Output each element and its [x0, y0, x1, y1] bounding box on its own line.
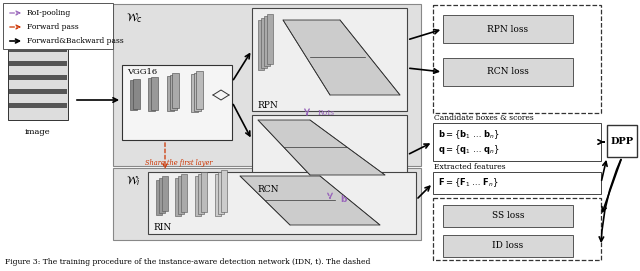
Polygon shape [283, 20, 400, 95]
Bar [148, 78, 155, 111]
Polygon shape [9, 75, 67, 80]
Bar [148, 172, 416, 234]
Bar [433, 172, 601, 194]
Text: SS loss: SS loss [492, 211, 524, 221]
Bar [433, 198, 601, 260]
Text: Candidate boxes & scores: Candidate boxes & scores [434, 114, 534, 122]
Bar [607, 125, 637, 157]
Text: RPN: RPN [257, 101, 278, 109]
Polygon shape [8, 45, 68, 120]
Text: Figure 3: The training procedure of the instance-aware detection network (IDN, t: Figure 3: The training procedure of the … [5, 258, 371, 266]
Bar [443, 15, 573, 43]
Bar [113, 4, 421, 166]
Text: RCN: RCN [257, 185, 278, 193]
Bar [113, 168, 421, 240]
Text: Forward pass: Forward pass [27, 23, 79, 31]
Bar [191, 74, 198, 112]
Bar [443, 235, 573, 257]
Bar [150, 76, 157, 109]
Text: RIN: RIN [153, 222, 172, 231]
Bar [167, 76, 174, 111]
Bar [132, 79, 140, 108]
Bar [201, 172, 207, 212]
Text: $\mathcal{W}_i$: $\mathcal{W}_i$ [126, 174, 141, 188]
Bar [252, 8, 407, 111]
Bar [218, 172, 224, 214]
Text: RoIs: RoIs [318, 109, 335, 117]
Polygon shape [258, 120, 385, 175]
Bar [159, 178, 165, 213]
Text: Share the first layer: Share the first layer [145, 159, 212, 167]
Bar [252, 115, 407, 195]
Bar [215, 174, 221, 216]
Bar [221, 170, 227, 212]
Text: $\mathbf{q} = \{\mathbf{q}_1 \ \ldots \ \mathbf{q}_n\}$: $\mathbf{q} = \{\mathbf{q}_1 \ \ldots \ … [438, 144, 500, 156]
Bar [162, 176, 168, 211]
Bar [172, 73, 179, 108]
Text: $\mathbf{b}$: $\mathbf{b}$ [340, 192, 348, 204]
Bar [3, 3, 113, 49]
Text: RPN loss: RPN loss [488, 24, 529, 34]
Text: DPP: DPP [611, 137, 634, 146]
Bar [196, 71, 203, 109]
Text: $\mathbf{b} = \{\mathbf{b}_1 \ \ldots \ \mathbf{b}_n\}$: $\mathbf{b} = \{\mathbf{b}_1 \ \ldots \ … [438, 129, 500, 141]
Polygon shape [8, 35, 82, 45]
Bar [261, 18, 267, 68]
Polygon shape [9, 103, 67, 108]
Bar [433, 123, 601, 161]
Bar [181, 174, 187, 212]
Polygon shape [9, 89, 67, 94]
Bar [433, 5, 601, 113]
Bar [170, 75, 177, 109]
Polygon shape [9, 47, 67, 52]
Bar [175, 178, 181, 216]
Text: $\mathcal{W}_c$: $\mathcal{W}_c$ [126, 11, 143, 25]
Text: Extracted features: Extracted features [434, 163, 506, 171]
Bar [198, 174, 204, 214]
Bar [130, 80, 137, 110]
Text: Forward&Backward pass: Forward&Backward pass [27, 37, 124, 45]
Text: RoI-pooling: RoI-pooling [27, 9, 71, 17]
Bar [258, 20, 264, 70]
Text: $\mathbf{F} = \{\mathbf{F}_1 \ \ldots \ \mathbf{F}_n\}$: $\mathbf{F} = \{\mathbf{F}_1 \ \ldots \ … [438, 177, 499, 189]
Bar [193, 73, 200, 111]
Polygon shape [240, 176, 380, 225]
Polygon shape [9, 61, 67, 66]
Text: RCN loss: RCN loss [487, 67, 529, 76]
Bar [264, 16, 270, 66]
Bar [267, 14, 273, 64]
Bar [443, 58, 573, 86]
Bar [156, 180, 162, 215]
Text: ID loss: ID loss [492, 241, 524, 250]
Bar [195, 176, 201, 216]
Text: VGG16: VGG16 [127, 68, 157, 76]
Bar [122, 65, 232, 140]
Bar [178, 176, 184, 214]
Bar [443, 205, 573, 227]
Text: image: image [25, 128, 51, 136]
